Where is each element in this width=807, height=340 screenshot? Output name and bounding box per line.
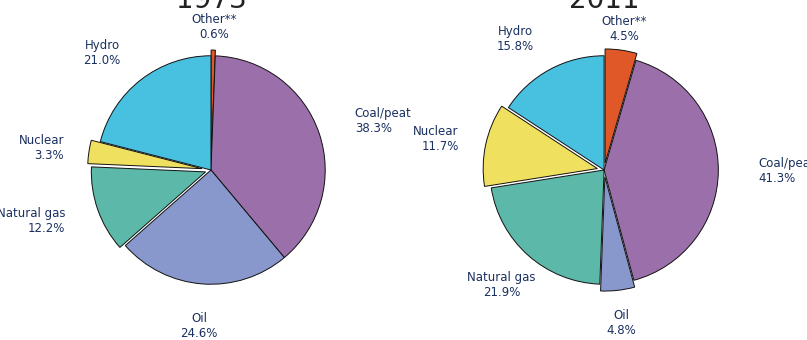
Wedge shape	[508, 56, 604, 170]
Wedge shape	[211, 50, 215, 164]
Text: Other**
0.6%: Other** 0.6%	[191, 13, 236, 41]
Wedge shape	[211, 56, 325, 258]
Wedge shape	[483, 106, 597, 186]
Text: Natural gas
21.9%: Natural gas 21.9%	[467, 271, 536, 299]
Text: Nuclear
11.7%: Nuclear 11.7%	[413, 125, 459, 153]
Wedge shape	[100, 56, 211, 170]
Wedge shape	[91, 167, 206, 248]
Text: Hydro
15.8%: Hydro 15.8%	[496, 26, 533, 53]
Wedge shape	[125, 170, 284, 284]
Wedge shape	[604, 60, 718, 280]
Wedge shape	[605, 49, 637, 163]
Text: Oil
24.6%: Oil 24.6%	[181, 312, 218, 340]
Title: 2011: 2011	[569, 0, 639, 14]
Title: 1973: 1973	[176, 0, 246, 14]
Wedge shape	[88, 140, 202, 169]
Text: Nuclear
3.3%: Nuclear 3.3%	[19, 134, 64, 162]
Text: Coal/peat
41.3%: Coal/peat 41.3%	[759, 157, 807, 185]
Text: Coal/peat
38.3%: Coal/peat 38.3%	[355, 107, 412, 135]
Text: Hydro
21.0%: Hydro 21.0%	[82, 39, 120, 67]
Text: Natural gas
12.2%: Natural gas 12.2%	[0, 207, 65, 235]
Text: Other**
4.5%: Other** 4.5%	[601, 15, 647, 42]
Wedge shape	[600, 177, 634, 291]
Wedge shape	[491, 170, 604, 284]
Text: Oil
4.8%: Oil 4.8%	[607, 309, 637, 337]
